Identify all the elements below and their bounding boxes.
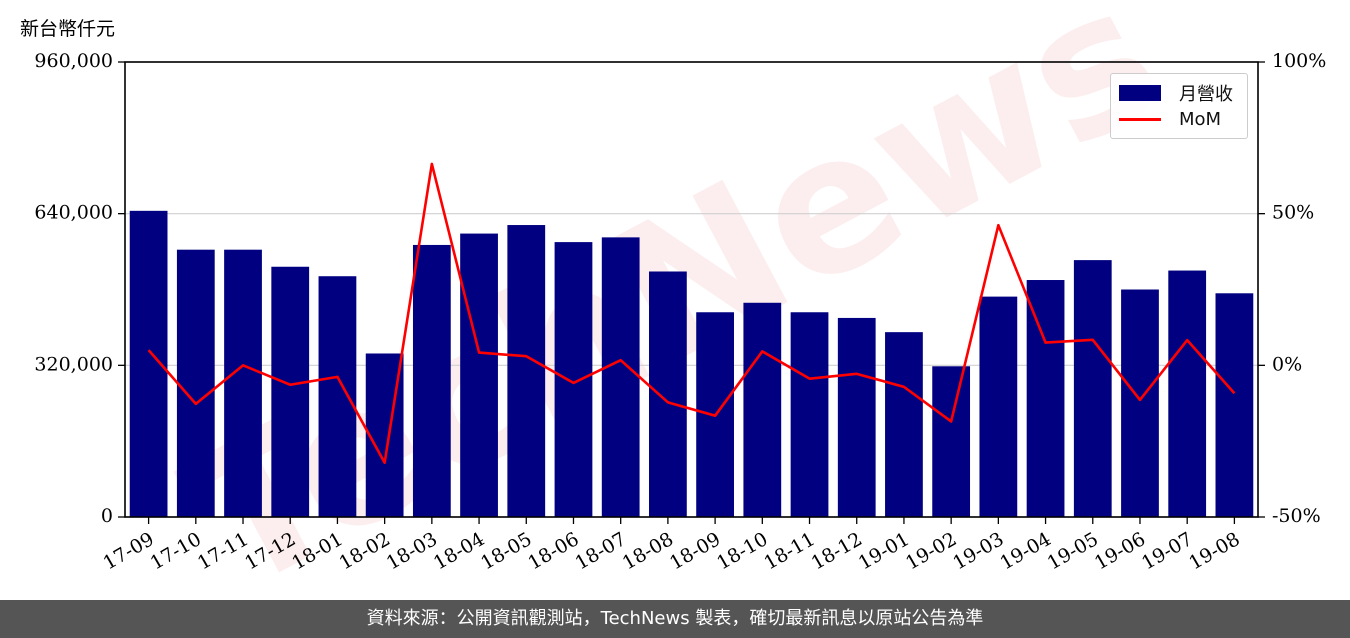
bar bbox=[460, 233, 498, 517]
bar-series bbox=[129, 210, 1254, 518]
x-tick-label: 17-09 bbox=[99, 528, 157, 574]
y-left-tick-label: 320,000 bbox=[34, 353, 113, 375]
bar bbox=[649, 271, 687, 517]
bar bbox=[932, 366, 971, 517]
bar bbox=[1026, 280, 1065, 517]
x-tick-label: 19-02 bbox=[902, 528, 960, 574]
bar bbox=[743, 302, 782, 517]
bar bbox=[1215, 293, 1254, 517]
bar bbox=[224, 249, 262, 517]
legend-label-revenue: 月營收 bbox=[1179, 84, 1233, 105]
bar bbox=[554, 242, 593, 517]
x-tick-label: 18-12 bbox=[808, 528, 866, 574]
x-tick-label: 19-08 bbox=[1185, 528, 1243, 574]
y-right-tick-label: -50% bbox=[1272, 505, 1321, 527]
x-tick-label: 18-06 bbox=[524, 528, 582, 574]
y-right-tick-label: 100% bbox=[1272, 50, 1326, 72]
x-tick-label: 19-01 bbox=[855, 528, 913, 574]
bar bbox=[1121, 289, 1159, 517]
bar bbox=[507, 225, 546, 517]
y-axis-unit-label: 新台幣仟元 bbox=[20, 18, 116, 40]
legend: 月營收 MoM bbox=[1110, 73, 1248, 139]
x-tick-label: 18-05 bbox=[477, 528, 535, 574]
bar bbox=[1073, 260, 1112, 517]
source-footer: 資料來源：公開資訊觀測站，TechNews 製表，確切最新訊息以原站公告為準 bbox=[0, 600, 1350, 638]
x-tick-label: 19-03 bbox=[949, 528, 1007, 574]
mom-line-series bbox=[147, 162, 1236, 465]
x-tick-label: 18-10 bbox=[713, 528, 771, 574]
y-left-tick-label: 960,000 bbox=[34, 50, 113, 72]
bar bbox=[412, 244, 451, 517]
bar bbox=[1168, 270, 1207, 517]
x-tick-label: 18-09 bbox=[666, 528, 724, 574]
x-tick-label: 19-07 bbox=[1138, 528, 1196, 574]
mom-line bbox=[147, 162, 1236, 465]
bar bbox=[790, 312, 829, 517]
bar bbox=[837, 317, 876, 517]
y-right-tick-label: 50% bbox=[1272, 202, 1314, 224]
x-tick-label: 18-08 bbox=[619, 528, 677, 574]
legend-item-mom: MoM bbox=[1119, 108, 1221, 130]
bar bbox=[601, 237, 640, 518]
legend-label-mom: MoM bbox=[1179, 108, 1222, 130]
x-tick-label: 17-10 bbox=[147, 528, 205, 574]
legend-swatch-bar bbox=[1119, 85, 1161, 101]
bar bbox=[885, 332, 923, 517]
legend-swatch-line bbox=[1119, 117, 1161, 121]
x-tick-label: 19-06 bbox=[1091, 528, 1149, 574]
bar bbox=[979, 296, 1018, 517]
plot-frame bbox=[124, 61, 1259, 518]
x-tick-label: 19-04 bbox=[996, 528, 1054, 574]
revenue-chart: TechNews 0320,000640,000960,000-50%0%50%… bbox=[34, 0, 1326, 600]
x-tick-label: 18-11 bbox=[760, 528, 818, 574]
x-tick-label: 19-05 bbox=[1044, 528, 1102, 574]
x-tick-label: 18-07 bbox=[572, 528, 630, 574]
bar bbox=[271, 266, 310, 517]
bar bbox=[176, 249, 215, 517]
bar bbox=[318, 276, 357, 517]
legend-item-revenue: 月營收 bbox=[1119, 82, 1233, 105]
y-left-tick-label: 640,000 bbox=[34, 202, 113, 224]
y-right-tick-label: 0% bbox=[1272, 353, 1302, 375]
y-left-tick-label: 0 bbox=[101, 505, 113, 527]
